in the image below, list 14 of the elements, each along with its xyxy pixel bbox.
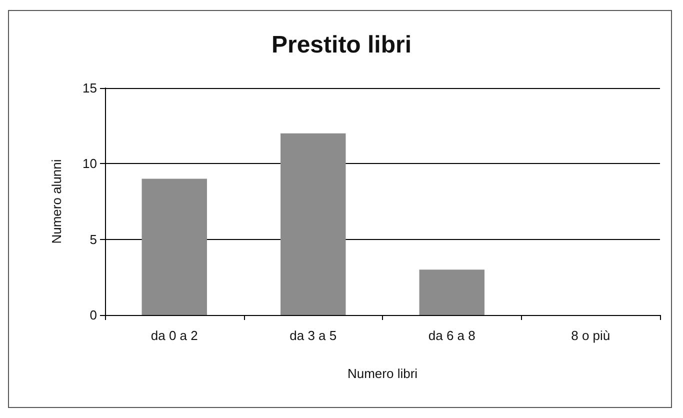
y-axis-title: Numero alunni (49, 159, 64, 244)
x-tick-label: 8 o più (571, 328, 610, 343)
x-tick-label: da 6 a 8 (428, 328, 476, 343)
y-tick-label: 15 (82, 80, 97, 96)
y-tick-label: 0 (90, 308, 97, 322)
x-tick-label: da 0 a 2 (150, 328, 198, 343)
bar (142, 178, 207, 315)
y-tick-label: 10 (82, 156, 97, 172)
bar (419, 270, 484, 315)
x-tick-label: da 3 a 5 (290, 328, 337, 343)
y-tick-label: 5 (90, 232, 97, 247)
chart-title: Prestito libri (271, 32, 412, 58)
bar (280, 133, 346, 315)
x-axis-title: Numero libri (347, 366, 418, 381)
